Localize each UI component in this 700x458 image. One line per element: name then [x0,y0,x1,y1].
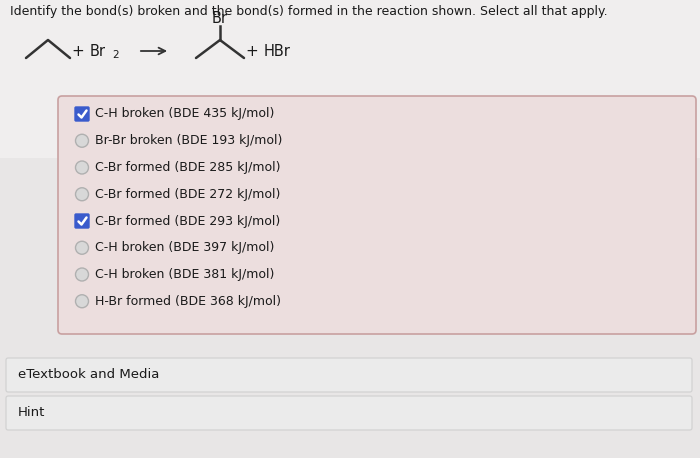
FancyBboxPatch shape [6,396,692,430]
FancyBboxPatch shape [58,96,696,334]
Circle shape [76,241,88,254]
Text: 2: 2 [112,50,118,60]
Text: +: + [246,44,258,59]
Circle shape [76,134,88,147]
Text: C-Br formed (BDE 285 kJ/mol): C-Br formed (BDE 285 kJ/mol) [95,161,281,174]
Text: Hint: Hint [18,407,46,420]
Text: HBr: HBr [264,44,291,59]
Text: Br-Br broken (BDE 193 kJ/mol): Br-Br broken (BDE 193 kJ/mol) [95,134,282,147]
Text: Br: Br [212,11,228,26]
Text: C-H broken (BDE 381 kJ/mol): C-H broken (BDE 381 kJ/mol) [95,268,274,281]
Circle shape [76,268,88,281]
Text: H-Br formed (BDE 368 kJ/mol): H-Br formed (BDE 368 kJ/mol) [95,295,281,308]
Text: C-H broken (BDE 435 kJ/mol): C-H broken (BDE 435 kJ/mol) [95,108,274,120]
Text: eTextbook and Media: eTextbook and Media [18,369,160,382]
Circle shape [76,188,88,201]
Text: Identify the bond(s) broken and the bond(s) formed in the reaction shown. Select: Identify the bond(s) broken and the bond… [10,5,608,18]
Text: +: + [71,44,85,59]
Circle shape [76,295,88,308]
FancyBboxPatch shape [0,330,700,458]
Text: C-Br formed (BDE 272 kJ/mol): C-Br formed (BDE 272 kJ/mol) [95,188,281,201]
FancyBboxPatch shape [6,358,692,392]
Text: C-Br formed (BDE 293 kJ/mol): C-Br formed (BDE 293 kJ/mol) [95,214,280,228]
Circle shape [76,161,88,174]
FancyBboxPatch shape [75,107,89,121]
Text: Br: Br [90,44,106,59]
FancyBboxPatch shape [0,0,700,158]
Text: C-H broken (BDE 397 kJ/mol): C-H broken (BDE 397 kJ/mol) [95,241,274,254]
FancyBboxPatch shape [75,214,89,228]
